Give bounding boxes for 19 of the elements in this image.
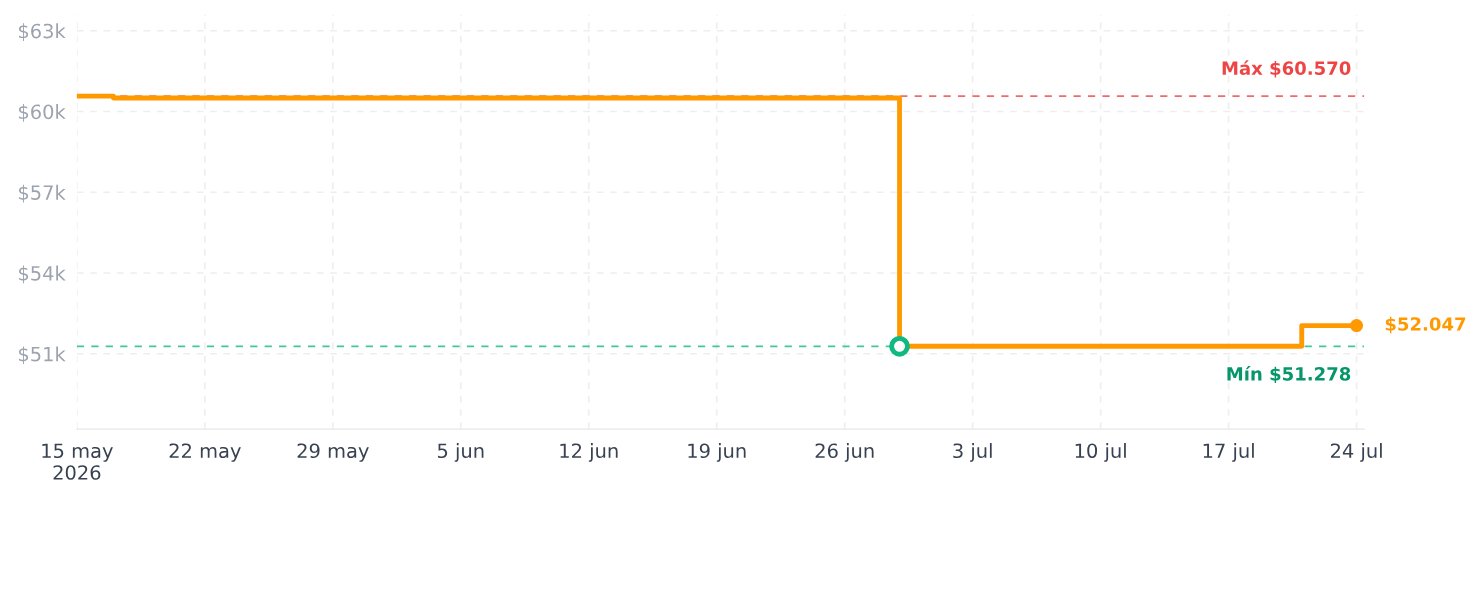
x-tick-label: 26 jun (815, 443, 874, 462)
x-tick-label: 5 jun (437, 443, 484, 462)
x-tick-label: 29 may (297, 443, 369, 462)
x-tick-label: 24 jul (1330, 443, 1382, 462)
y-tick-label: $54k (18, 265, 66, 284)
x-tick-label: 22 may (169, 443, 241, 462)
x-tick-label: 19 jun (688, 443, 746, 462)
y-tick-label: $57k (18, 184, 66, 203)
x-tick-label: 12 jun (560, 443, 618, 462)
x-tick-label: 15 may 2026 (42, 443, 113, 480)
annotation: $52.047 (1385, 316, 1466, 334)
x-tick-label: 10 jul (1075, 443, 1126, 462)
x-tick-label: 3 jul (953, 443, 992, 462)
y-tick-label: $51k (18, 346, 66, 365)
x-tick-label: 17 jul (1203, 443, 1254, 462)
ref-line-label: Máx $60.570 (1222, 60, 1351, 78)
y-tick-label: $60k (18, 104, 66, 122)
ref-line-label: Mín $51.278 (1227, 365, 1351, 384)
y-tick-label: $63k (18, 23, 66, 41)
